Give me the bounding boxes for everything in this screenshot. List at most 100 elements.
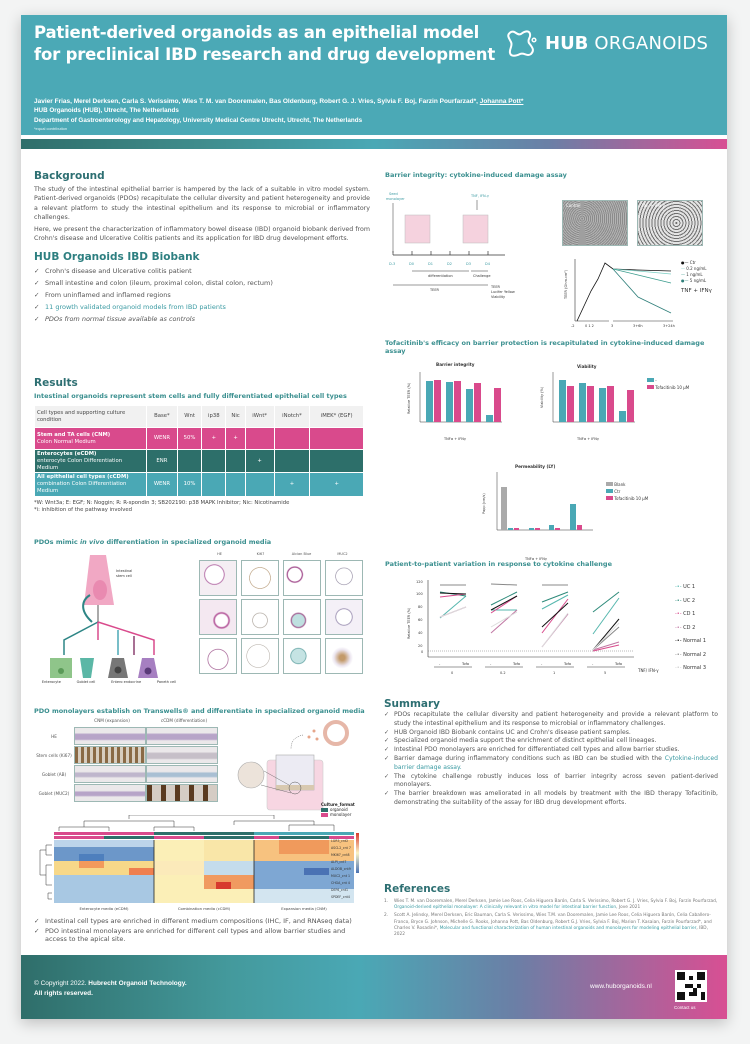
legend-item: ●— 5 ng/mL bbox=[681, 278, 707, 283]
legend-title: Culture_format bbox=[321, 802, 355, 807]
histology-image bbox=[325, 560, 363, 596]
histology-image bbox=[283, 599, 321, 635]
stem-cell-label: Intestinal bbox=[116, 569, 132, 573]
background-heading: Background bbox=[34, 170, 105, 182]
monolayer-image bbox=[146, 746, 218, 764]
legend-item: ●— Ctr bbox=[681, 260, 696, 265]
svg-text:Tofa: Tofa bbox=[512, 662, 520, 666]
svg-text:Lucifer Yellow: Lucifer Yellow bbox=[491, 290, 515, 294]
biobank-heading: HUB Organoids IBD Biobank bbox=[34, 250, 200, 263]
reference-item: 1. Wies T. M. van Dooremalen, Merel Derks… bbox=[384, 899, 718, 911]
svg-text:D0: D0 bbox=[409, 262, 414, 266]
patient-legend: -•- UC 1 -•- UC 2 -•- CD 1 -•- CD 2 -•- … bbox=[675, 581, 706, 676]
reference-journal: , Jove 2021 bbox=[616, 905, 641, 911]
reference-title[interactable]: Organoid-derived epithelial monolayer: A… bbox=[394, 905, 617, 911]
svg-text:stem cell: stem cell bbox=[116, 574, 132, 578]
svg-text:-: - bbox=[439, 662, 441, 666]
monolayer-image-grid: HE Stem cells (Ki67) Goblet (AB) Goblet … bbox=[34, 727, 224, 802]
legend-item: -•- Normal 2 bbox=[675, 651, 707, 658]
table-header-row: Cell types and supporting culture condit… bbox=[34, 405, 364, 428]
rnaseq-heatmap bbox=[39, 815, 359, 903]
svg-text:3: 3 bbox=[611, 324, 613, 328]
tnf-micrograph: TNF + IFN-γ bbox=[637, 200, 703, 246]
results-subheading: Intestinal organoids represent stem cell… bbox=[34, 392, 347, 400]
assay-link[interactable]: Cytokine-induced barrier damage assay. bbox=[394, 754, 718, 771]
left-column: Background The study of the intestinal e… bbox=[34, 170, 370, 325]
cell-label: Enterocyte bbox=[41, 680, 61, 684]
legend-item: -•- Normal 1 bbox=[675, 638, 707, 644]
treatment-label: TNF + IFNγ bbox=[681, 288, 712, 294]
barrier-heading: Barrier integrity: cytokine-induced dama… bbox=[385, 171, 567, 179]
svg-text:D2: D2 bbox=[447, 262, 452, 266]
mimic-section: PDOs mimic in vivo differentiation in sp… bbox=[34, 538, 374, 546]
monolayer-image bbox=[74, 746, 146, 764]
barrier-integrity-chart: Barrier integrity Relative TEER (%) TNFα… bbox=[407, 362, 502, 441]
monolayer-section: PDO monolayers establish on Transwells® … bbox=[34, 707, 374, 715]
biobank-list: Crohn's disease and Ulcerative colitis p… bbox=[34, 265, 370, 325]
qr-code-icon[interactable] bbox=[675, 970, 707, 1002]
heading-italic: in vivo bbox=[79, 538, 105, 546]
column-header: iNotch* bbox=[273, 405, 311, 428]
column-header: Wnt bbox=[176, 405, 203, 428]
contact-us-label[interactable]: Contact us bbox=[674, 1005, 696, 1010]
table-cell bbox=[309, 427, 364, 450]
table-cell: WENR bbox=[146, 427, 178, 450]
row-label: Enterocytes (eCDM) enterocyte Colon Diffe… bbox=[34, 448, 147, 474]
company-name: Hubrecht Organoid Technology. bbox=[88, 980, 187, 987]
cell-label: Paneth cell bbox=[156, 680, 177, 684]
table-cell: 50% bbox=[176, 427, 203, 450]
histology-image bbox=[325, 638, 363, 674]
footer: © Copyright 2022. Hubrecht Organoid Tech… bbox=[21, 955, 727, 1019]
monolayer-image bbox=[74, 727, 146, 745]
legend-item: Tofacitinib 10 µM bbox=[606, 495, 648, 502]
corresponding-author: Johanna Pott* bbox=[479, 98, 524, 105]
svg-text:Permeability (LY): Permeability (LY) bbox=[515, 464, 555, 469]
col-label: Ki67 bbox=[256, 552, 265, 556]
row-subtitle: Colon Normal Medium bbox=[37, 438, 96, 445]
summary-item: Intestinal PDO monolayers are enriched f… bbox=[384, 746, 718, 755]
permeability-chart: Permeability (LY) Papp (cm/s) TNFα + IFN… bbox=[482, 464, 593, 561]
column-header: Base* bbox=[146, 405, 178, 428]
summary-heading: Summary bbox=[384, 698, 441, 710]
monolayer-swatch bbox=[321, 812, 328, 817]
svg-text:D1: D1 bbox=[428, 262, 433, 266]
column-header: ip38 bbox=[201, 405, 227, 428]
legend-item: Blank bbox=[606, 481, 648, 488]
website-link[interactable]: www.huborganoids.nl bbox=[590, 983, 652, 990]
histology-image bbox=[199, 638, 237, 674]
svg-text:60: 60 bbox=[418, 618, 422, 622]
summary-item: Specialized organoid media support the e… bbox=[384, 737, 718, 746]
table-cell bbox=[244, 472, 275, 497]
tofacitinib-section: Tofacitinib's efficacy on barrier protec… bbox=[385, 339, 725, 355]
reference-title[interactable]: Molecular and functional characterizatio… bbox=[439, 925, 697, 931]
svg-text:Barrier integrity: Barrier integrity bbox=[436, 362, 475, 367]
svg-text:3+6h: 3+6h bbox=[633, 324, 643, 328]
heading-part: differentiation in specialized organoid … bbox=[104, 538, 272, 546]
svg-text:D3: D3 bbox=[466, 262, 471, 266]
poster: Patient-derived organoids as an epitheli… bbox=[21, 15, 727, 1019]
svg-text:monolayer: monolayer bbox=[386, 197, 405, 201]
svg-text:5: 5 bbox=[604, 671, 606, 675]
authors: Javier Frias, Merel Derksen, Carla S. Ve… bbox=[34, 97, 724, 106]
col-label: CNM (expansion) bbox=[94, 718, 130, 723]
transwell-diagram bbox=[237, 720, 349, 811]
patient-variation-chart: Relative TEER (%) 120 100 80 60 40 20 0 - Tofa -… bbox=[407, 580, 634, 675]
column-header: Nic bbox=[225, 405, 246, 428]
tofacitinib-legend: - Tofacitinib 10 µM bbox=[647, 377, 689, 391]
teer-legend: ●— Ctr — 0.2 ng/mL — 1 ng/mL ●— 5 ng/mL … bbox=[681, 260, 712, 294]
svg-text:Viability: Viability bbox=[577, 364, 597, 369]
svg-text:Tofa: Tofa bbox=[461, 662, 469, 666]
monolayer-check: PDO intestinal monolayers are enriched f… bbox=[34, 927, 369, 944]
copyright-prefix: © Copyright 2022. bbox=[34, 980, 89, 987]
column-header: iMEK* (EGF) bbox=[309, 405, 364, 428]
svg-text:0: 0 bbox=[451, 671, 453, 675]
svg-text:Papp (cm/s): Papp (cm/s) bbox=[482, 493, 486, 514]
biobank-item: 11 growth validated organoid models from… bbox=[34, 301, 370, 313]
biobank-item: Small intestine and colon (ileum, proxim… bbox=[34, 277, 370, 289]
monolayer-heading: PDO monolayers establish on Transwells® … bbox=[34, 707, 365, 715]
cell-type-labels: Enterocyte Goblet cell Entero endocrine … bbox=[34, 680, 184, 684]
table-cell bbox=[273, 448, 311, 474]
gene-label: DEF6_cnt1 bbox=[331, 888, 348, 892]
summary-item: The cytokine challenge robustly induces … bbox=[384, 773, 718, 791]
reference-number: 2. bbox=[384, 913, 389, 919]
